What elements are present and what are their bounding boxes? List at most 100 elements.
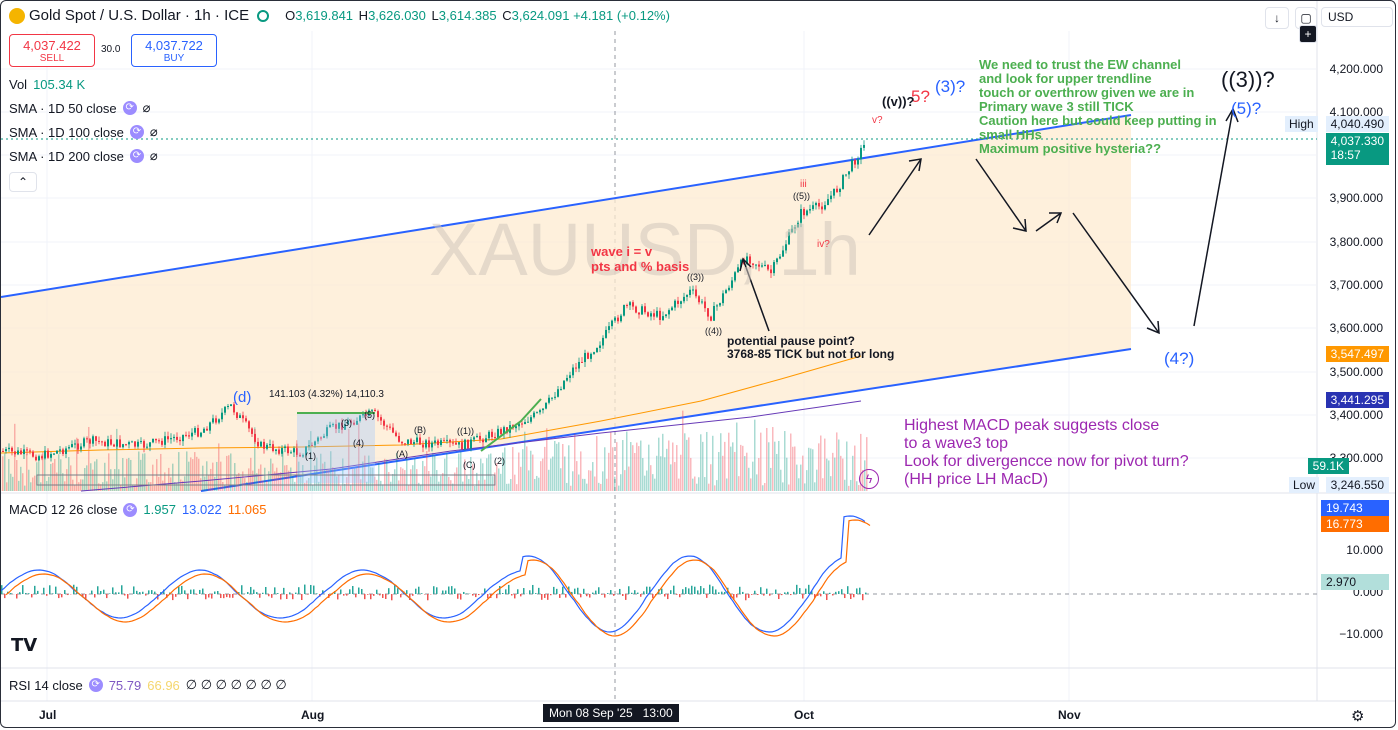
- volume-bar: [790, 433, 792, 491]
- macd-hist-bar: [220, 594, 222, 599]
- volume-legend[interactable]: Vol 105.34 K: [9, 77, 86, 92]
- currency-select[interactable]: USD: [1321, 7, 1393, 27]
- volume-bar: [250, 457, 252, 491]
- wave-label: (5)?: [1231, 99, 1262, 118]
- sell-button[interactable]: 4,037.422 SELL: [9, 34, 95, 67]
- candle-body: [449, 439, 451, 443]
- collapse-icon[interactable]: ↓: [1265, 7, 1289, 29]
- volume-bar: [650, 465, 652, 491]
- volume-bar: [58, 454, 60, 491]
- volume-bar: [708, 483, 710, 491]
- volume-bar: [248, 468, 250, 491]
- volume-bar: [592, 462, 594, 491]
- macd-hist-bar: [538, 587, 540, 594]
- candle-body: [728, 287, 730, 291]
- price-tick: 3,700.000: [1329, 278, 1383, 292]
- sma100-legend[interactable]: SMA · 1D 100 close ⟳ ⌀: [9, 124, 158, 140]
- volume-bar: [450, 480, 452, 491]
- hide-icon[interactable]: ⌀: [149, 124, 158, 139]
- volume-bar: [50, 463, 52, 491]
- volume-bar: [670, 464, 672, 491]
- candle-body: [260, 441, 262, 447]
- volume-bar: [286, 465, 288, 491]
- macd-legend[interactable]: MACD 12 26 close ⟳ 1.957 13.022 11.065: [9, 502, 267, 517]
- macd-hist-bar: [667, 594, 669, 600]
- buy-button[interactable]: 4,037.722 BUY: [131, 34, 217, 67]
- volume-bar: [672, 442, 674, 491]
- candle-body: [656, 310, 658, 317]
- macd-hist-bar: [703, 588, 705, 594]
- candle-body: [530, 417, 532, 422]
- candle-body: [632, 302, 634, 307]
- add-icon[interactable]: +: [1299, 25, 1317, 43]
- volume-bar: [604, 447, 606, 491]
- volume-bar: [728, 432, 730, 491]
- candle-body: [146, 446, 148, 448]
- candle-body: [803, 209, 805, 216]
- candle-body: [521, 423, 523, 425]
- volume-bar: [108, 453, 110, 491]
- macd-hist-bar: [10, 593, 12, 594]
- wave-label: (B): [414, 425, 426, 435]
- candle-body: [323, 436, 325, 438]
- volume-bar: [196, 456, 198, 491]
- macd-hist-bar: [166, 594, 168, 599]
- candle-body: [824, 205, 826, 210]
- candle-body: [32, 451, 34, 457]
- rsi-legend[interactable]: RSI 14 close ⟳ 75.79 66.96 ∅ ∅ ∅ ∅ ∅ ∅ ∅: [9, 677, 287, 693]
- hide-icon[interactable]: ⌀: [149, 148, 158, 163]
- volume-bar: [400, 467, 402, 491]
- volume-bar: [810, 448, 812, 491]
- macd-hist-bar: [280, 594, 282, 600]
- volume-bar: [106, 481, 108, 491]
- macd-hist-bar: [28, 593, 30, 594]
- macd-hist-bar: [838, 591, 840, 594]
- volume-bar: [366, 481, 368, 491]
- macd-hist-bar: [649, 586, 651, 594]
- candle-body: [80, 446, 82, 450]
- candle-body: [89, 439, 91, 444]
- volume-bar: [718, 452, 720, 491]
- hide-icon[interactable]: ⌀: [142, 100, 151, 115]
- macd-hist-bar: [853, 594, 855, 598]
- volume-bar: [88, 426, 90, 491]
- macd-hist-bar: [694, 586, 696, 594]
- volume-bar: [472, 464, 474, 491]
- macd-hist-bar: [19, 592, 21, 594]
- volume-bar: [676, 445, 678, 491]
- volume-bar: [532, 454, 534, 491]
- lightning-icon[interactable]: ϟ: [859, 469, 879, 489]
- volume-bar: [640, 440, 642, 491]
- sma200-legend[interactable]: SMA · 1D 200 close ⟳ ⌀: [9, 148, 158, 164]
- macd-hist-bar: [16, 594, 18, 599]
- collapse-legend-icon[interactable]: ⌃: [9, 172, 37, 192]
- volume-bar: [696, 483, 698, 491]
- volume-bar: [842, 458, 844, 491]
- candle-body: [791, 228, 793, 233]
- sma50-legend[interactable]: SMA · 1D 50 close ⟳ ⌀: [9, 100, 151, 116]
- settings-gear-icon[interactable]: ⚙: [1351, 708, 1365, 725]
- volume-bar: [424, 466, 426, 491]
- screenshot-icon[interactable]: ▢: [1295, 7, 1317, 29]
- macd-hist-bar: [436, 587, 438, 594]
- price-tick: 3,800.000: [1329, 235, 1383, 249]
- market-open-dot: [257, 9, 270, 22]
- volume-bar: [298, 461, 300, 491]
- volume-bar: [150, 482, 152, 491]
- symbol-title[interactable]: Gold Spot / U.S. Dollar · 1h · ICE: [29, 7, 250, 24]
- volume-bar: [114, 469, 116, 491]
- volume-bar: [720, 433, 722, 491]
- volume-bar: [462, 481, 464, 491]
- volume-bar: [714, 485, 716, 491]
- macd-hist-bar: [406, 590, 408, 594]
- volume-bar: [8, 459, 10, 491]
- volume-bar: [682, 410, 684, 491]
- volume-bar: [782, 482, 784, 491]
- macd-hist-bar: [223, 594, 225, 599]
- macd-hist-bar: [487, 594, 489, 599]
- macd-hist-bar: [691, 585, 693, 594]
- macd-hist-bar: [820, 594, 822, 597]
- volume-bar: [32, 477, 34, 491]
- low-value-tag: 3,246.550: [1325, 477, 1389, 493]
